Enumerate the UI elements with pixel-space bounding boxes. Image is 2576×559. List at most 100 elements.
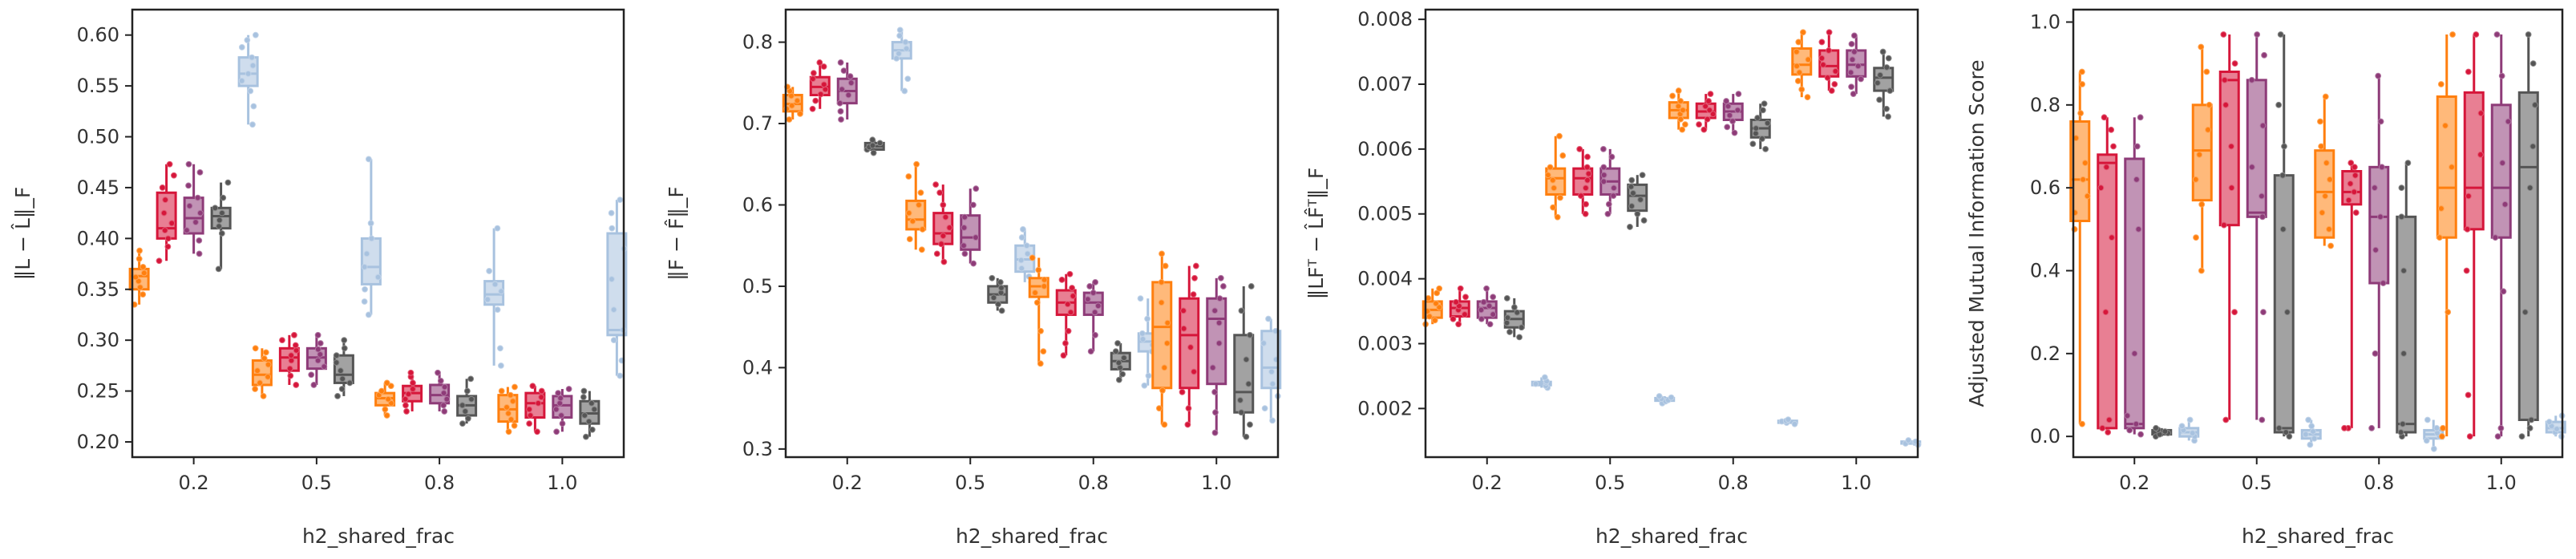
data-point	[1247, 331, 1253, 338]
data-point	[1785, 416, 1792, 423]
data-point	[1549, 176, 1556, 184]
box-1.0-series-4	[579, 387, 601, 440]
data-point	[2193, 234, 2199, 241]
data-point	[580, 394, 587, 401]
data-point	[2399, 420, 2406, 427]
data-point	[2203, 68, 2210, 75]
data-point	[265, 373, 272, 380]
data-point	[617, 372, 624, 379]
data-point	[1848, 40, 1855, 47]
data-point	[1503, 294, 1510, 302]
data-point	[847, 79, 855, 87]
data-point	[1426, 313, 1433, 320]
box-iqr	[2517, 91, 2539, 421]
data-point	[902, 38, 909, 46]
x-tick-label: 0.2	[2119, 472, 2149, 494]
data-point	[346, 379, 354, 387]
data-point	[788, 102, 795, 109]
data-point	[820, 81, 827, 88]
data-point	[836, 99, 843, 107]
data-point	[339, 375, 346, 383]
data-point	[534, 428, 540, 435]
box-0.8-series-1	[2314, 93, 2335, 249]
data-point	[1547, 164, 1554, 171]
data-point	[1630, 189, 1636, 196]
box-0.2-series-4	[210, 179, 232, 273]
y-tick-label: 0.25	[77, 380, 119, 403]
data-point	[1024, 250, 1031, 257]
data-point	[896, 26, 904, 34]
x-axis-label: h2_shared_frac	[302, 525, 455, 548]
data-point	[617, 196, 624, 204]
data-point	[505, 428, 512, 435]
x-axis-label: h2_shared_frac	[2242, 525, 2394, 548]
data-point	[1848, 83, 1855, 91]
data-point	[961, 250, 969, 257]
data-point	[2259, 416, 2266, 423]
data-point	[556, 399, 564, 407]
y-tick-label: 0.002	[1357, 397, 1413, 419]
data-point	[1112, 348, 1119, 355]
box-iqr	[1179, 297, 1200, 390]
data-point	[443, 395, 451, 403]
data-point	[1486, 321, 1494, 328]
data-point	[1669, 92, 1676, 99]
data-point	[2186, 416, 2194, 423]
box-iqr	[2191, 103, 2213, 202]
data-point	[1092, 278, 1099, 286]
data-point	[2101, 114, 2108, 121]
y-tick-label: 0.55	[77, 75, 119, 97]
chart-panel-1: 0.20 0.25 0.30 0.35 0.40 0.45 0.50 0.55 0.60 0.2 0…	[11, 8, 628, 548]
data-point	[459, 420, 466, 427]
data-point	[287, 372, 294, 379]
data-point	[308, 371, 315, 379]
data-point	[2105, 429, 2112, 435]
box-0.2-series-5	[1531, 374, 1552, 391]
data-point	[1798, 86, 1806, 93]
data-point	[288, 352, 295, 359]
data-point	[998, 285, 1005, 291]
data-point	[2135, 225, 2142, 233]
data-point	[440, 402, 447, 409]
data-point	[194, 194, 201, 201]
box-iqr	[2396, 215, 2417, 434]
data-point	[2198, 201, 2206, 208]
box-1.0-series-5	[1260, 315, 1282, 424]
data-point	[1675, 87, 1682, 94]
data-point	[538, 394, 545, 401]
data-point	[1706, 107, 1713, 114]
data-point	[1184, 421, 1191, 428]
data-point	[2079, 81, 2085, 87]
data-point	[1158, 299, 1165, 306]
data-point	[2261, 51, 2267, 59]
data-point	[1450, 315, 1457, 322]
data-point	[1887, 87, 1894, 94]
data-point	[2084, 192, 2091, 200]
data-point	[581, 412, 588, 419]
data-point	[2372, 246, 2380, 253]
data-point	[998, 307, 1005, 314]
data-point	[1847, 69, 1854, 76]
data-point	[2131, 350, 2138, 357]
data-point	[1141, 382, 1148, 389]
data-point	[2352, 172, 2359, 179]
box-iqr	[2273, 174, 2295, 434]
data-point	[2326, 225, 2332, 233]
data-point	[286, 365, 293, 372]
data-point	[2500, 288, 2507, 295]
data-point	[2099, 424, 2106, 431]
data-point	[2341, 424, 2348, 431]
data-point	[2497, 424, 2505, 431]
data-point	[2137, 114, 2144, 121]
data-point	[1634, 210, 1641, 217]
data-point	[2532, 101, 2538, 108]
data-point	[1035, 266, 1042, 273]
data-point	[610, 306, 617, 314]
data-point	[2220, 31, 2227, 38]
data-point	[1017, 257, 1025, 264]
box-0.2-series-3	[1476, 285, 1498, 328]
data-point	[1627, 224, 1633, 230]
x-tick-label: 0.2	[1472, 472, 1502, 494]
data-point	[2196, 151, 2203, 158]
data-point	[216, 217, 223, 224]
